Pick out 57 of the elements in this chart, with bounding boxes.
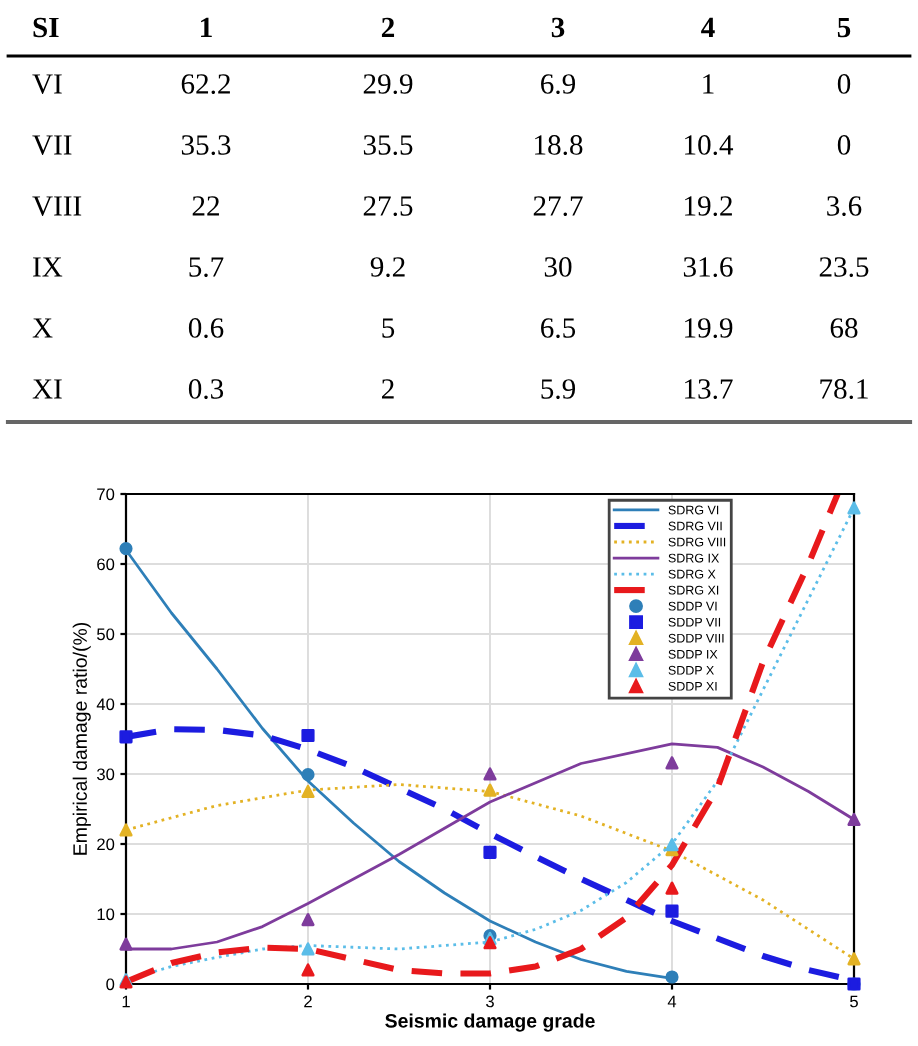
data-label: 22 (192, 196, 219, 216)
x-tick-label: 1 (122, 995, 130, 1008)
data-label: 19.2 (685, 196, 732, 216)
y-tick-label: VII (32, 135, 72, 155)
data-label: 5.7 (189, 257, 224, 277)
y-tick-label: VIII (32, 196, 82, 216)
x-axis-title: Seismic damage grade (385, 1013, 595, 1032)
data-label: 27.7 (533, 196, 583, 216)
data-label: 2 (381, 379, 394, 399)
data-label: 62.2 (181, 74, 230, 94)
data-label: 27.5 (363, 196, 413, 216)
data-label: 1 (703, 74, 714, 94)
data-label: 0 (837, 74, 851, 94)
x-tick-label: 1 (201, 17, 212, 38)
x-tick-label: 3 (551, 17, 565, 38)
y-tick-label: VI (32, 74, 62, 94)
data-label: 6.5 (541, 318, 576, 338)
y-tick-label: 20 (97, 838, 115, 851)
x-tick-label: 4 (667, 995, 677, 1008)
y-tick-label: 40 (96, 698, 115, 711)
data-label: 30 (544, 257, 572, 277)
data-label: 3.6 (827, 196, 862, 216)
x-tick-label: 2 (381, 17, 395, 38)
data-label: 0.6 (188, 318, 224, 338)
y-axis-title: Empirical damage ratio/(%) (72, 622, 91, 855)
y-tick-label: 10 (97, 908, 115, 921)
x-tick-label: 5 (850, 995, 858, 1008)
data-label: 5.9 (541, 379, 576, 399)
y-tick-label: IX (33, 257, 63, 277)
data-label: 78.1 (820, 379, 868, 399)
data-label: 5 (382, 318, 395, 338)
y-tick-label: 60 (97, 558, 115, 571)
data-label: 35.3 (181, 135, 231, 155)
data-label: 35.5 (363, 135, 413, 155)
data-label: 0.3 (188, 379, 224, 399)
data-label: 19.9 (685, 318, 733, 338)
y-tick-label: 70 (97, 488, 115, 501)
x-tick-label: 3 (486, 995, 494, 1008)
data-label: 0 (837, 135, 851, 155)
data-label: 23.5 (819, 257, 869, 277)
data-label: 6.9 (541, 74, 576, 94)
data-label: 18.8 (535, 135, 583, 155)
y-tick-label: 30 (96, 768, 115, 781)
y-tick-label: 0 (106, 978, 115, 991)
y-tick-label: XI (32, 379, 62, 399)
data-label: 31.6 (683, 257, 733, 277)
x-tick-label: 2 (304, 995, 312, 1008)
data-label: 9.2 (370, 257, 405, 277)
data-label: 13.7 (685, 379, 733, 399)
data-label: 29.9 (363, 74, 413, 94)
y-axis-title: SI (33, 17, 59, 38)
data-label: 10.4 (685, 135, 734, 155)
y-tick-label: X (32, 318, 53, 338)
data-label: 68 (830, 318, 858, 338)
x-tick-label: 4 (701, 17, 715, 38)
x-tick-label: 5 (837, 17, 851, 38)
y-tick-label: 50 (97, 628, 115, 641)
